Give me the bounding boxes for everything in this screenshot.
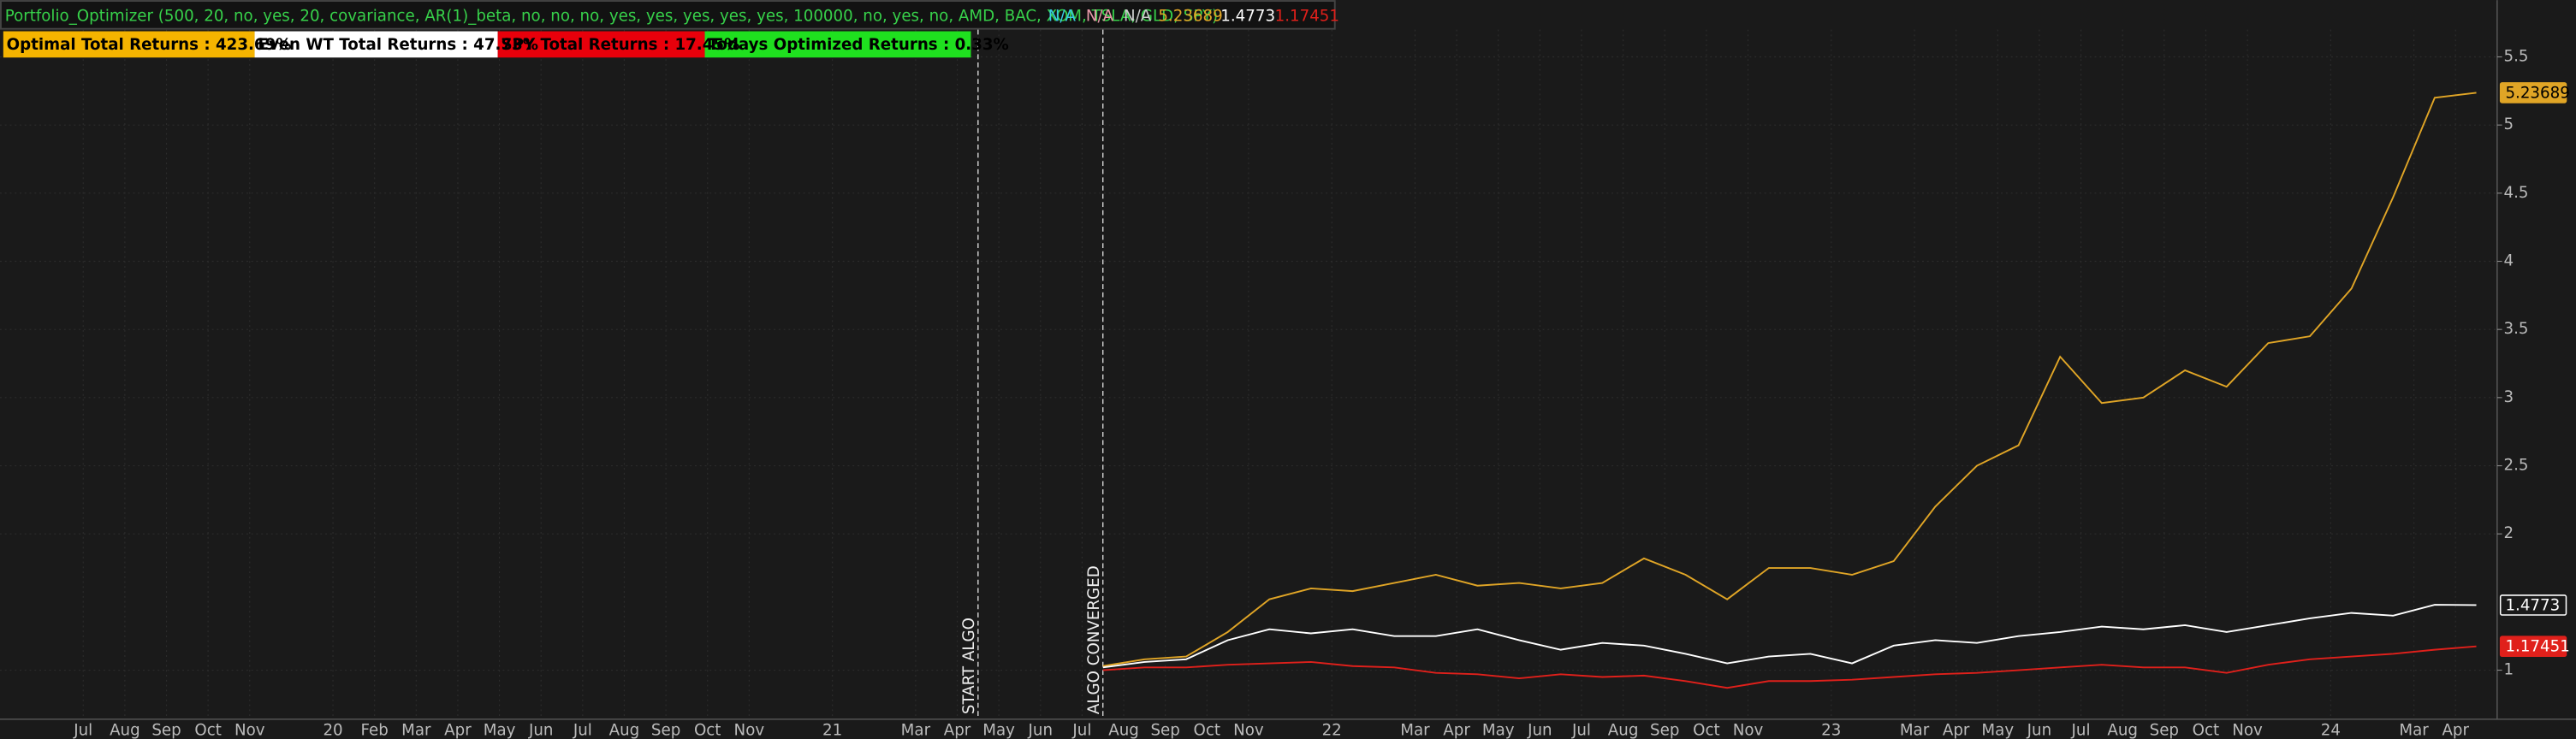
last-value-box: [2499, 594, 2567, 616]
x-tick-label: Mar: [901, 721, 931, 739]
x-tick-label: 20: [323, 721, 342, 739]
x-tick-label: Sep: [151, 721, 181, 739]
x-tick-label: Jun: [1028, 721, 1053, 739]
x-tick-label: Sep: [1150, 721, 1179, 739]
x-tick-label: Nov: [1733, 721, 1764, 739]
y-tick-label: 3.5: [2504, 320, 2529, 338]
x-tick-label: Jul: [2071, 721, 2091, 739]
x-tick-label: Apr: [1443, 721, 1470, 739]
x-tick-label: Sep: [1650, 721, 1679, 739]
x-tick-label: Oct: [2193, 721, 2220, 739]
x-tick-label: Aug: [609, 721, 640, 739]
x-tick-label: 23: [1821, 721, 1841, 739]
y-tick-label: 3: [2504, 388, 2514, 406]
status-label: N/A: [1048, 7, 1077, 25]
x-tick-label: Jul: [1071, 721, 1091, 739]
x-tick-label: Oct: [694, 721, 721, 739]
x-tick-label: Nov: [234, 721, 265, 739]
last-value-label: 5.23689: [2505, 84, 2569, 102]
x-tick-label: Apr: [2442, 721, 2469, 739]
header-value: 1.17451: [1275, 7, 1339, 25]
badge-bg: [3, 31, 255, 58]
x-tick-label: 21: [822, 721, 842, 739]
series-line: [1102, 645, 2477, 689]
series-line: [1102, 92, 2477, 667]
header-bar: [0, 0, 1336, 30]
x-tick-label: Jul: [573, 721, 592, 739]
last-value-label: 1.4773: [2505, 596, 2560, 614]
badge-bg: [704, 31, 971, 58]
x-tick-label: Sep: [2150, 721, 2179, 739]
x-tick-label: Apr: [944, 721, 971, 739]
x-tick-label: Oct: [194, 721, 222, 739]
x-tick-label: Feb: [361, 721, 389, 739]
overlay: Portfolio_Optimizer (500, 20, no, yes, 2…: [3, 7, 2570, 658]
x-tick-label: Sep: [651, 721, 680, 739]
header-value: 5.23689: [1158, 7, 1222, 25]
x-tick-label: Oct: [1194, 721, 1221, 739]
annotation-label: ALGO CONVERGED: [1085, 565, 1103, 714]
x-tick-label: Apr: [444, 721, 472, 739]
x-tick-label: Aug: [1608, 721, 1639, 739]
status-label: N/A: [1086, 7, 1114, 25]
x-tick-label: Jun: [528, 721, 553, 739]
x-tick-label: 24: [2321, 721, 2341, 739]
series-line: [1102, 604, 2477, 669]
status-label: N/A: [1124, 7, 1152, 25]
x-tick-label: Aug: [1108, 721, 1139, 739]
badge: Optimal Total Returns : 423.69%: [7, 36, 292, 54]
x-tick-label: Nov: [734, 721, 765, 739]
x-tick-label: Mar: [2399, 721, 2429, 739]
x-tick-label: May: [484, 721, 516, 739]
y-tick-label: 4.5: [2504, 184, 2529, 202]
y-tick-label: 2.5: [2504, 457, 2529, 475]
badge-bg: [497, 31, 705, 58]
last-value-box: [2499, 636, 2567, 658]
grid: 1 2 2.5 3 3.5 4 4.5 5 5.5 Jul Aug Sep Oct Nov 20 Feb Mar…: [0, 29, 2529, 739]
badge: Todays Optimized Returns : 0.33%: [708, 36, 1008, 54]
x-tick-label: Apr: [1943, 721, 1970, 739]
x-tick-label: Mar: [401, 721, 431, 739]
x-tick-label: May: [1482, 721, 1515, 739]
badge: SPY Total Returns : 17.45%: [501, 36, 739, 54]
x-tick-label: May: [982, 721, 1015, 739]
badge: Even WT Total Returns : 47.73%: [258, 36, 538, 54]
badge-bg: [254, 31, 498, 58]
x-tick-label: 22: [1322, 721, 1342, 739]
x-tick-label: Jun: [1527, 721, 1552, 739]
x-tick-label: Mar: [1400, 721, 1430, 739]
y-tick-label: 1: [2504, 661, 2514, 679]
last-value-box: [2499, 82, 2567, 103]
x-tick-label: Jun: [2027, 721, 2051, 739]
x-tick-label: Jul: [73, 721, 92, 739]
x-tick-label: Nov: [1233, 721, 1264, 739]
x-tick-label: Aug: [110, 721, 140, 739]
header-value: 1.4773: [1220, 7, 1275, 25]
x-tick-label: Mar: [1900, 721, 1930, 739]
x-tick-label: Nov: [2232, 721, 2263, 739]
chart-title: Portfolio_Optimizer (500, 20, no, yes, 2…: [5, 7, 1218, 25]
x-tick-label: Aug: [2107, 721, 2138, 739]
y-tick-label: 5: [2504, 115, 2514, 133]
x-tick-label: May: [1981, 721, 2014, 739]
y-tick-label: 5.5: [2504, 48, 2529, 66]
x-tick-label: Jul: [1571, 721, 1591, 739]
y-tick-label: 2: [2504, 524, 2514, 542]
annotation-label: START ALGO: [960, 618, 978, 714]
plot: [1102, 92, 2477, 689]
last-value-label: 1.17451: [2505, 638, 2569, 656]
x-tick-label: Oct: [1693, 721, 1720, 739]
y-tick-label: 4: [2504, 252, 2514, 270]
